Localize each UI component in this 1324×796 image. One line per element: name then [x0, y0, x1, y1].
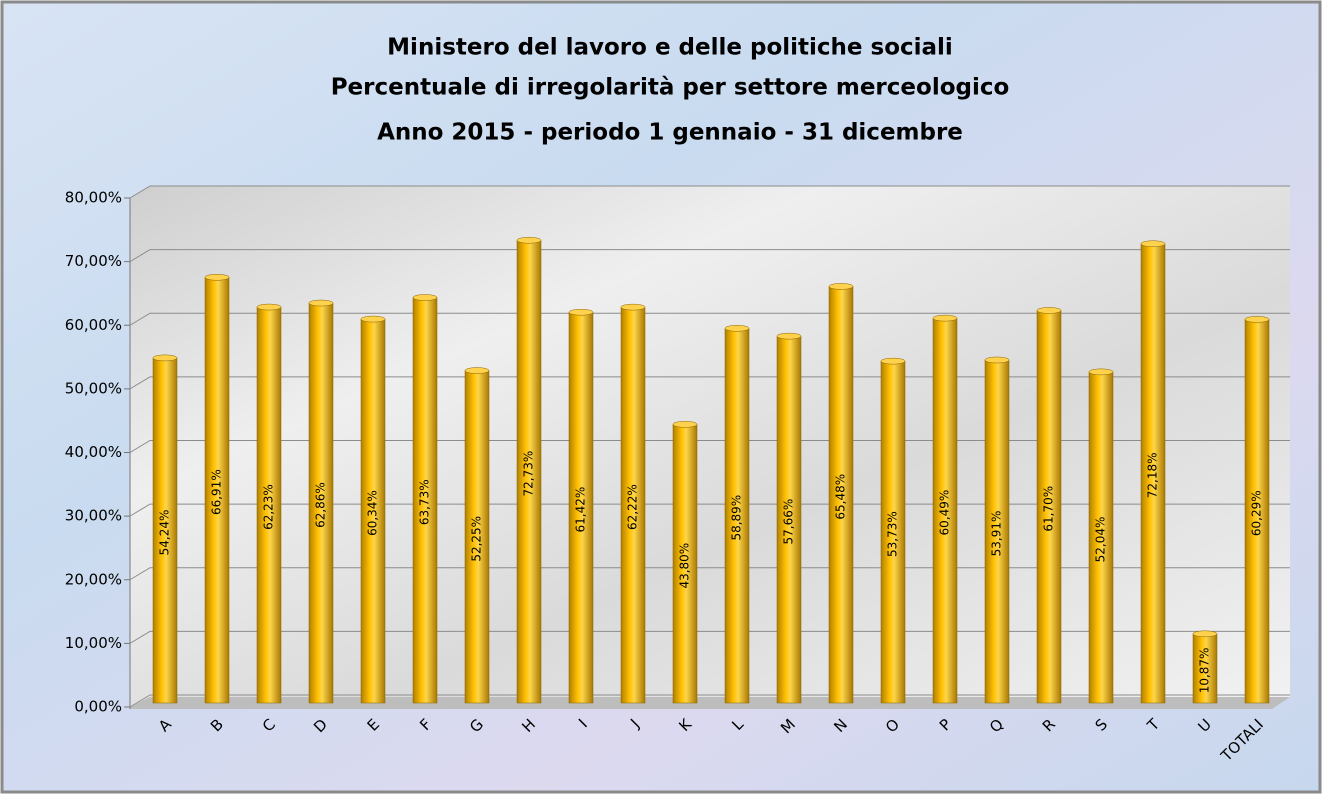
grid-line: [129, 376, 1290, 390]
grid-line: [129, 312, 1290, 326]
bar: [1088, 371, 1114, 704]
bar: [1192, 633, 1218, 704]
value-label: 63,73%: [418, 479, 432, 525]
bar-top: [360, 315, 386, 323]
value-label: 52,25%: [470, 516, 484, 562]
floor: [130, 697, 1290, 709]
bar-top: [516, 237, 542, 244]
bar-top: [152, 354, 178, 362]
value-label: 58,89%: [730, 495, 744, 541]
y-tick-label: 20,00%: [65, 570, 122, 588]
bar-top: [308, 299, 334, 307]
bar: [776, 335, 802, 704]
value-label: 54,24%: [158, 510, 172, 556]
bar-top: [1088, 368, 1114, 376]
value-label: 72,73%: [522, 451, 536, 497]
value-label: 62,86%: [314, 482, 328, 528]
y-tick-label: 80,00%: [65, 189, 122, 207]
value-label: 53,73%: [886, 511, 900, 557]
bar-top: [672, 421, 698, 428]
bar: [932, 317, 958, 704]
bar-top: [932, 314, 958, 322]
bar: [1036, 310, 1062, 704]
value-label: 62,22%: [626, 484, 640, 530]
grid-line: [129, 249, 1290, 263]
grid-line: [129, 185, 1290, 199]
bar: [620, 306, 646, 704]
value-label: 62,23%: [262, 484, 276, 530]
bar-top: [724, 325, 750, 332]
grid-line: [129, 503, 1290, 517]
bar: [204, 277, 230, 704]
bar: [464, 370, 490, 704]
bar-top: [1036, 307, 1062, 314]
grid-line: [129, 440, 1290, 453]
bar-top: [1140, 240, 1166, 248]
y-tick-label: 10,00%: [65, 634, 122, 652]
y-tick-label: 60,00%: [65, 316, 122, 334]
bar-top: [776, 332, 802, 340]
bar: [984, 359, 1010, 704]
value-label: 43,80%: [678, 543, 692, 589]
y-tick-label: 40,00%: [65, 443, 122, 461]
value-label: 60,29%: [1250, 490, 1264, 536]
grid-line: [129, 630, 1290, 644]
bar: [880, 360, 906, 704]
value-label: 57,66%: [782, 499, 796, 545]
y-tick-label: 30,00%: [65, 507, 122, 525]
bar-top: [828, 283, 854, 290]
value-label: 61,42%: [574, 487, 588, 533]
bar-top: [1244, 316, 1270, 323]
value-label: 52,04%: [1094, 517, 1108, 563]
bar-top: [256, 303, 282, 311]
bar: [256, 306, 282, 704]
y-tick-label: 70,00%: [65, 252, 122, 270]
bar-top: [568, 308, 594, 316]
bar-top: [204, 274, 230, 281]
grid-line: [129, 694, 1290, 708]
value-label: 60,34%: [366, 490, 380, 536]
bar-top: [1192, 630, 1218, 638]
bar: [1140, 243, 1166, 704]
bar: [360, 318, 386, 704]
value-label: 60,49%: [938, 490, 952, 536]
bar-top: [412, 294, 438, 301]
y-tick-label: 50,00%: [65, 379, 122, 397]
bar: [1244, 319, 1270, 704]
value-label: 65,48%: [834, 474, 848, 520]
bar-top: [984, 356, 1010, 364]
bar-top: [464, 367, 490, 374]
value-label: 61,70%: [1042, 486, 1056, 532]
bar: [516, 240, 542, 704]
chart-title: Percentuale di irregolarità per settore …: [331, 75, 1010, 101]
value-label: 66,91%: [210, 469, 224, 515]
bar-top: [620, 303, 646, 311]
bar: [672, 424, 698, 704]
chart-title: Ministero del lavoro e delle politiche s…: [387, 35, 953, 61]
grid-line: [129, 567, 1290, 581]
value-label: 53,91%: [990, 511, 1004, 557]
chart-subtitle: Anno 2015 - periodo 1 gennaio - 31 dicem…: [377, 120, 963, 146]
plot-wall: [130, 186, 1290, 707]
value-label: 10,87%: [1198, 648, 1212, 694]
bar: [828, 286, 854, 704]
bar-top: [880, 357, 906, 365]
bar: [412, 297, 438, 704]
y-tick-label: 0,00%: [74, 698, 122, 716]
value-label: 72,18%: [1146, 452, 1160, 498]
